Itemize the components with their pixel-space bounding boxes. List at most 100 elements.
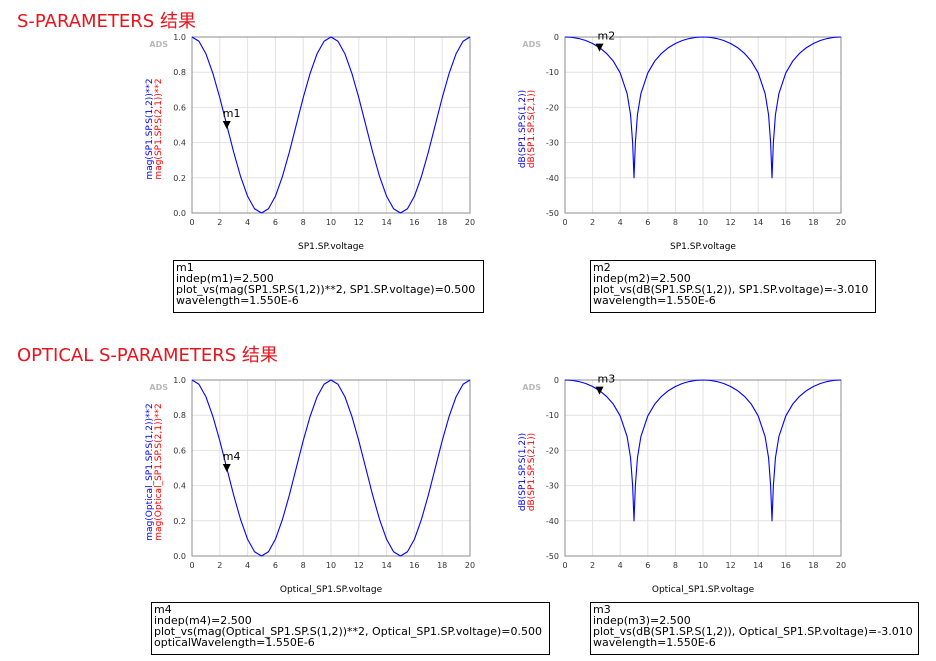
y-axis-label-primary: dB(SP1.SP.S(1,2)) [518, 433, 528, 511]
x-tick-label: 4 [245, 218, 250, 227]
y-tick-label: 0.6 [173, 446, 186, 455]
x-tick-label: 2 [590, 561, 595, 570]
x-tick-label: 8 [673, 218, 678, 227]
y-tick-label: 0.0 [173, 209, 186, 218]
marker-triangle [222, 121, 231, 129]
y-tick-label: -20 [546, 446, 559, 455]
x-tick-label: 2 [217, 218, 222, 227]
marker-triangle [595, 386, 604, 395]
x-tick-label: 18 [437, 218, 447, 227]
data-trace [191, 379, 471, 557]
x-tick-label: 16 [409, 218, 419, 227]
marker-readout-line: wavelength=1.550E-6 [593, 636, 716, 649]
ads-watermark: ADS [149, 40, 168, 49]
y-axis-label-secondary: mag(Optical_SP1.SP.S(2,1))**2 [154, 403, 164, 540]
section-title-s-parameters: S-PARAMETERS 结果 [17, 11, 196, 32]
y-axis-label-secondary: mag(SP1.SP.S(2,1))**2 [154, 78, 164, 179]
marker-readout-m2[interactable]: m2 indep(m2)=2.500 plot_vs(dB(SP1.SP.S(1… [590, 260, 876, 313]
x-tick-label: 6 [645, 218, 650, 227]
marker-readout-line: plot_vs(mag(Optical_SP1.SP.S(1,2))**2, O… [154, 625, 543, 638]
x-tick-label: 10 [326, 218, 336, 227]
x-axis-label: Optical_SP1.SP.voltage [652, 585, 755, 595]
y-tick-label: -30 [546, 482, 559, 491]
section-title-optical-s-parameters: OPTICAL S-PARAMETERS 结果 [17, 345, 278, 366]
x-tick-label: 20 [465, 218, 475, 227]
marker-readout-line: plot_vs(dB(SP1.SP.S(1,2)), Optical_SP1.S… [593, 625, 913, 638]
y-tick-label: 1.0 [173, 33, 186, 42]
marker-label: m2 [598, 30, 616, 43]
data-trace [564, 379, 842, 522]
x-tick-label: 12 [726, 561, 736, 570]
x-tick-label: 14 [382, 561, 392, 570]
x-tick-label: 20 [465, 561, 475, 570]
x-tick-label: 0 [189, 561, 194, 570]
marker-readout-m1[interactable]: m1 indep(m1)=2.500 plot_vs(mag(SP1.SP.S(… [173, 260, 484, 313]
y-tick-label: 0.0 [173, 552, 186, 561]
marker-readout-line: m3 [593, 603, 611, 616]
marker-readout-line: wavelength=1.550E-6 [593, 294, 716, 307]
x-tick-label: 0 [562, 561, 567, 570]
x-tick-label: 18 [808, 561, 818, 570]
y-tick-label: -10 [546, 411, 559, 420]
y-tick-label: -10 [546, 68, 559, 77]
x-tick-label: 8 [301, 218, 306, 227]
y-tick-label: 0 [554, 376, 559, 385]
y-tick-label: 0.8 [173, 68, 186, 77]
x-tick-label: 10 [326, 561, 336, 570]
marker-readout-line: indep(m3)=2.500 [593, 614, 691, 627]
x-tick-label: 16 [781, 218, 791, 227]
y-axis-label-secondary: dB(SP1.SP.S(2,1)) [527, 90, 537, 168]
x-tick-label: 18 [808, 218, 818, 227]
marker-readout-m3[interactable]: m3 indep(m3)=2.500 plot_vs(dB(SP1.SP.S(1… [590, 602, 919, 655]
x-tick-label: 20 [836, 561, 846, 570]
x-axis-label: SP1.SP.voltage [298, 242, 364, 252]
x-tick-label: 14 [753, 218, 763, 227]
x-tick-label: 6 [273, 218, 278, 227]
y-axis-label-primary: mag(SP1.SP.S(1,2))**2 [145, 78, 155, 179]
ads-watermark: ADS [522, 383, 541, 392]
x-tick-label: 16 [781, 561, 791, 570]
marker-readout-m4[interactable]: m4 indep(m4)=2.500 plot_vs(mag(Optical_S… [151, 602, 550, 655]
y-tick-label: 0.2 [173, 517, 186, 526]
y-tick-label: -50 [546, 209, 559, 218]
x-tick-label: 12 [354, 218, 364, 227]
marker-readout-line: indep(m1)=2.500 [176, 272, 274, 285]
y-tick-label: -40 [546, 517, 559, 526]
y-axis-label-secondary: dB(SP1.SP.S(2,1)) [527, 433, 537, 511]
marker-label: m3 [598, 373, 616, 386]
marker-readout-line: m4 [154, 603, 172, 616]
y-tick-label: 0.4 [173, 139, 186, 148]
marker-readout-line: wavelength=1.550E-6 [176, 294, 299, 307]
marker-readout-line: plot_vs(dB(SP1.SP.S(1,2)), SP1.SP.voltag… [593, 283, 869, 296]
data-trace [564, 36, 842, 179]
x-tick-label: 20 [836, 218, 846, 227]
marker-readout-line: opticalWavelength=1.550E-6 [154, 636, 315, 649]
x-tick-label: 14 [753, 561, 763, 570]
x-axis-label: Optical_SP1.SP.voltage [280, 585, 383, 595]
y-tick-label: 0.8 [173, 411, 186, 420]
y-tick-label: -40 [546, 174, 559, 183]
ads-watermark: ADS [149, 383, 168, 392]
y-tick-label: -30 [546, 139, 559, 148]
x-tick-label: 12 [726, 218, 736, 227]
x-tick-label: 0 [189, 218, 194, 227]
x-tick-label: 10 [698, 561, 708, 570]
y-tick-label: 0.6 [173, 103, 186, 112]
ads-watermark: ADS [522, 40, 541, 49]
y-tick-label: 0.4 [173, 482, 186, 491]
x-tick-label: 10 [698, 218, 708, 227]
y-tick-label: -20 [546, 103, 559, 112]
marker-readout-line: indep(m2)=2.500 [593, 272, 691, 285]
x-tick-label: 4 [618, 561, 623, 570]
x-tick-label: 14 [382, 218, 392, 227]
marker-triangle [595, 43, 604, 52]
x-tick-label: 16 [409, 561, 419, 570]
x-tick-label: 2 [217, 561, 222, 570]
x-tick-label: 8 [301, 561, 306, 570]
y-axis-label-primary: dB(SP1.SP.S(1,2)) [518, 90, 528, 168]
x-tick-label: 2 [590, 218, 595, 227]
x-tick-label: 6 [645, 561, 650, 570]
